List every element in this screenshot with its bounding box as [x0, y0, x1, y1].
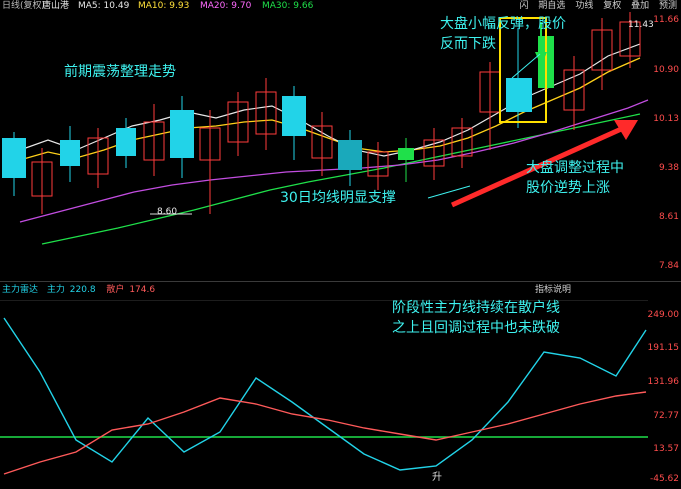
- menu-item-4[interactable]: 叠加: [631, 1, 650, 11]
- top-info-bar: 日线(复权) 唐山港 MA5: 10.49 MA10: 9.93 MA20: 9…: [0, 0, 681, 13]
- price-axis-label-2: 10.13: [653, 114, 679, 124]
- ann-counter-trend: 大盘调整过程中 股价逆势上涨: [526, 160, 624, 196]
- indicator-retail-value: 174.6: [129, 285, 156, 295]
- indicator-axis-label-1: 191.15: [647, 343, 680, 353]
- indicator-axis-label-2: 131.96: [647, 377, 680, 387]
- price-axis-label-5: 7.84: [658, 261, 679, 271]
- stock-name: 唐山港: [42, 1, 70, 11]
- indicator-axis-label-0: 249.00: [647, 310, 680, 320]
- ann-consolidation: 前期震荡整理走势: [64, 64, 176, 80]
- menu-item-3[interactable]: 复权: [603, 1, 622, 11]
- indicator-axis-label-3: 72.77: [653, 411, 679, 421]
- indicator-axis-label-4: 13.57: [653, 444, 679, 454]
- ma30-readout: MA30: 9.66: [262, 1, 314, 11]
- ann-rally-divergence: 大盘小幅反弹，股价 反而下跌: [440, 16, 566, 52]
- indicator-top-divider: [0, 300, 648, 301]
- indicator-retail-label: 散户: [106, 285, 125, 295]
- top-menu[interactable]: 闪 期自选 功线 复权 叠加 预测: [513, 0, 677, 13]
- menu-item-0[interactable]: 闪: [519, 1, 529, 11]
- ma10-readout: MA10: 9.93: [138, 1, 190, 11]
- ma5-readout: MA5: 10.49: [78, 1, 130, 11]
- indicator-name: 主力雷达: [2, 285, 39, 295]
- menu-item-1[interactable]: 期自选: [538, 1, 566, 11]
- menu-item-2[interactable]: 功线: [575, 1, 594, 11]
- period-label: 日线(复权): [2, 1, 46, 11]
- price-axis-label-3: 9.38: [658, 163, 679, 173]
- ma20-readout: MA20: 9.70: [200, 1, 252, 11]
- indicator-main-value: 220.8: [69, 285, 96, 295]
- price-axis: 11.66 10.90 10.13 9.38 8.61 7.84: [648, 13, 681, 281]
- price-axis-label-4: 8.61: [658, 212, 679, 222]
- price-axis-label-1: 10.90: [653, 65, 679, 75]
- price-axis-label-0: 11.66: [653, 15, 679, 25]
- indicator-axis-label-5: -45.62: [649, 474, 679, 484]
- last-price-tag: 11.43: [628, 20, 654, 30]
- indicator-help-link[interactable]: 指标说明: [535, 285, 572, 295]
- pane-divider: [0, 281, 681, 282]
- indicator-main-label: 主力: [46, 285, 65, 295]
- indicator-header: 主力雷达 主力 220.8 散户 174.6: [0, 283, 155, 297]
- menu-item-5[interactable]: 预测: [658, 1, 677, 11]
- ann-ma30-support: 30日均线明显支撑: [280, 190, 396, 206]
- indicator-axis: 249.00 191.15 131.96 72.77 13.57 -45.62: [648, 288, 681, 489]
- low-price-label: 8.60: [157, 207, 178, 217]
- ann-main-above-retail: 阶段性主力线持续在散户线 之上且回调过程中也未跌破: [392, 300, 560, 336]
